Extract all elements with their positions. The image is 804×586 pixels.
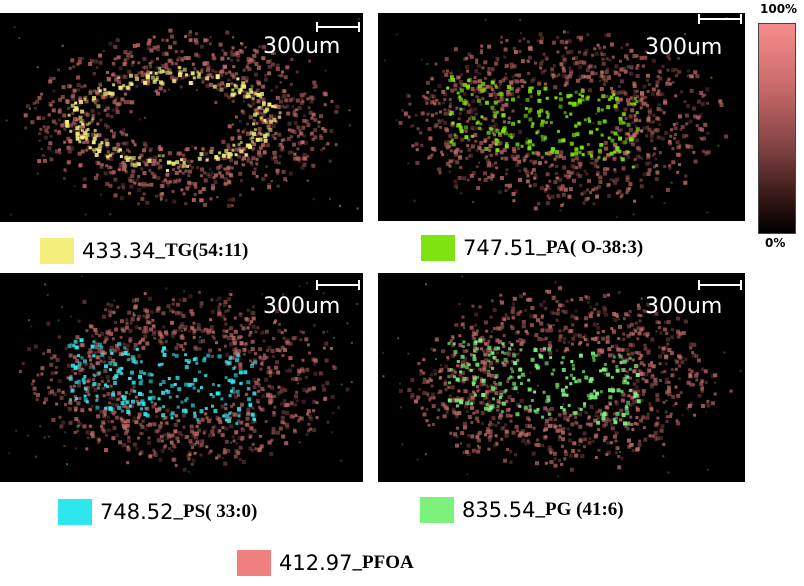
- ion-image-panel-pg: 300um: [378, 273, 745, 482]
- legend-mz: 747.51: [463, 236, 537, 260]
- ion-image-panel-pa: 300um: [378, 13, 745, 221]
- legend-swatch: [58, 499, 92, 525]
- legend-pg: 835.54 _PG (41:6): [420, 495, 624, 525]
- legend-swatch: [237, 550, 271, 576]
- legend-tg: 433.34 _TG(54:11): [40, 236, 248, 266]
- scale-label: 300um: [645, 294, 723, 319]
- scale-bar: [316, 22, 360, 32]
- legend-lipid: _PFOA: [352, 552, 414, 573]
- colorbar-min-label: 0%: [765, 236, 786, 250]
- ion-image-panel-ps: 300um: [0, 273, 363, 482]
- ion-image-tg: [5, 18, 360, 216]
- legend-pa: 747.51 _PA( O-38:3): [421, 233, 643, 263]
- colorbar-max-label: 100%: [760, 2, 798, 16]
- legend-swatch: [421, 235, 455, 261]
- ion-image-pa: [383, 17, 729, 218]
- scale-bar: [698, 280, 742, 290]
- ion-image-ps: [8, 275, 359, 473]
- legend-lipid: _PA( O-38:3): [536, 237, 644, 258]
- legend-swatch: [420, 497, 454, 523]
- scale-label: 300um: [263, 34, 341, 59]
- legend-swatch: [40, 238, 74, 264]
- intensity-colorbar: [758, 23, 796, 234]
- scale-bar: [316, 280, 360, 290]
- scale-label: 300um: [645, 35, 723, 60]
- legend-mz: 748.52: [100, 500, 174, 524]
- ion-image-panel-tg: 300um: [0, 13, 363, 222]
- legend-mz: 412.97: [279, 551, 353, 575]
- legend-pfoa: 412.97 _PFOA: [237, 548, 414, 578]
- legend-lipid: _PS( 33:0): [173, 501, 258, 522]
- legend-mz: 433.34: [82, 239, 156, 263]
- legend-lipid: _TG(54:11): [155, 240, 249, 261]
- scale-bar: [698, 14, 742, 24]
- legend-lipid: _PG (41:6): [535, 499, 624, 520]
- ion-image-pg: [382, 275, 742, 478]
- legend-ps: 748.52 _PS( 33:0): [58, 497, 257, 527]
- scale-label: 300um: [263, 294, 341, 319]
- legend-mz: 835.54: [462, 498, 536, 522]
